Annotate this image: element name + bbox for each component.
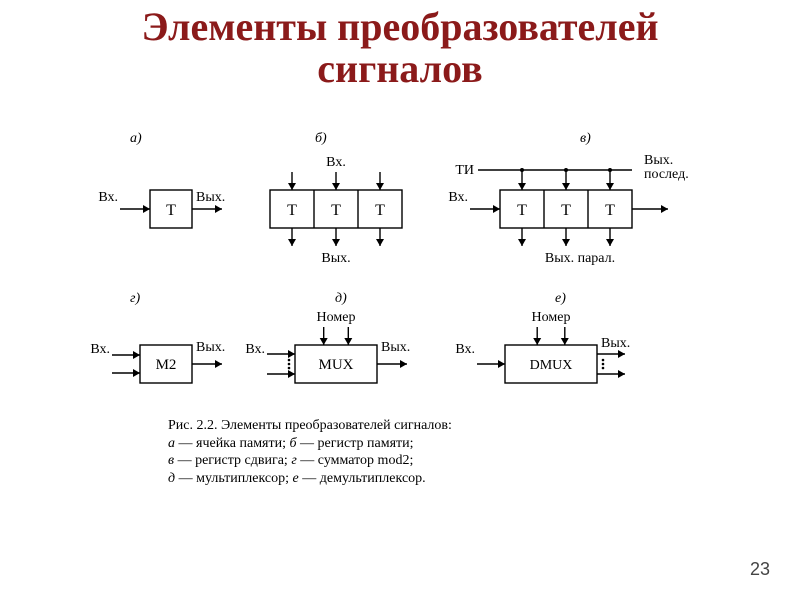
svg-text:Вх.: Вх. [245,342,265,357]
svg-text:Вых.: Вых. [644,153,673,168]
svg-text:ТИ: ТИ [455,163,474,178]
svg-text:Номер: Номер [317,310,356,325]
svg-text:Вх.: Вх. [98,190,118,205]
svg-text:Вх.: Вх. [448,190,468,205]
svg-text:M2: M2 [156,357,177,373]
svg-text:г): г) [130,291,140,306]
svg-text:Вых.: Вых. [321,251,350,266]
svg-text:Вх.: Вх. [90,342,110,357]
svg-text:послед.: послед. [644,167,689,182]
svg-text:T: T [331,202,341,219]
svg-text:Вых. парал.: Вых. парал. [545,251,615,266]
svg-text:Вых.: Вых. [196,340,225,355]
title-line-2: сигналов [317,46,482,91]
svg-text:Вых.: Вых. [601,336,630,351]
svg-text:DMUX: DMUX [530,358,573,373]
caption-line-3: д — мультиплексор; е — демультиплексор. [168,470,452,488]
svg-text:T: T [287,202,297,219]
diagram-svg: а)TВх.Вых.б)Вх.TTTВых.в)ТИВых.послед.Вх.… [80,120,720,410]
svg-text:T: T [375,202,385,219]
svg-text:д): д) [335,291,347,306]
caption-line-2: в — регистр сдвига; г — сумматор mod2; [168,452,452,470]
svg-text:T: T [605,202,615,219]
svg-text:Вх.: Вх. [455,342,475,357]
title-line-1: Элементы преобразователей [141,4,658,49]
figure-caption: Рис. 2.2. Элементы преобразователей сигн… [168,417,452,487]
slide-title: Элементы преобразователей сигналов [0,0,800,90]
svg-text:в): в) [580,131,591,146]
svg-text:а): а) [130,131,142,146]
svg-text:Вых.: Вых. [196,190,225,205]
svg-text:е): е) [555,291,566,306]
svg-text:T: T [561,202,571,219]
svg-text:T: T [166,202,176,219]
caption-line-1: а — ячейка памяти; б — регистр памяти; [168,435,452,453]
svg-text:Вх.: Вх. [326,155,346,170]
svg-text:Номер: Номер [532,310,571,325]
svg-text:Вых.: Вых. [381,340,410,355]
caption-header: Рис. 2.2. Элементы преобразователей сигн… [168,417,452,435]
svg-text:б): б) [315,131,327,146]
page-number: 23 [750,559,770,580]
svg-text:MUX: MUX [318,357,353,373]
svg-text:T: T [517,202,527,219]
